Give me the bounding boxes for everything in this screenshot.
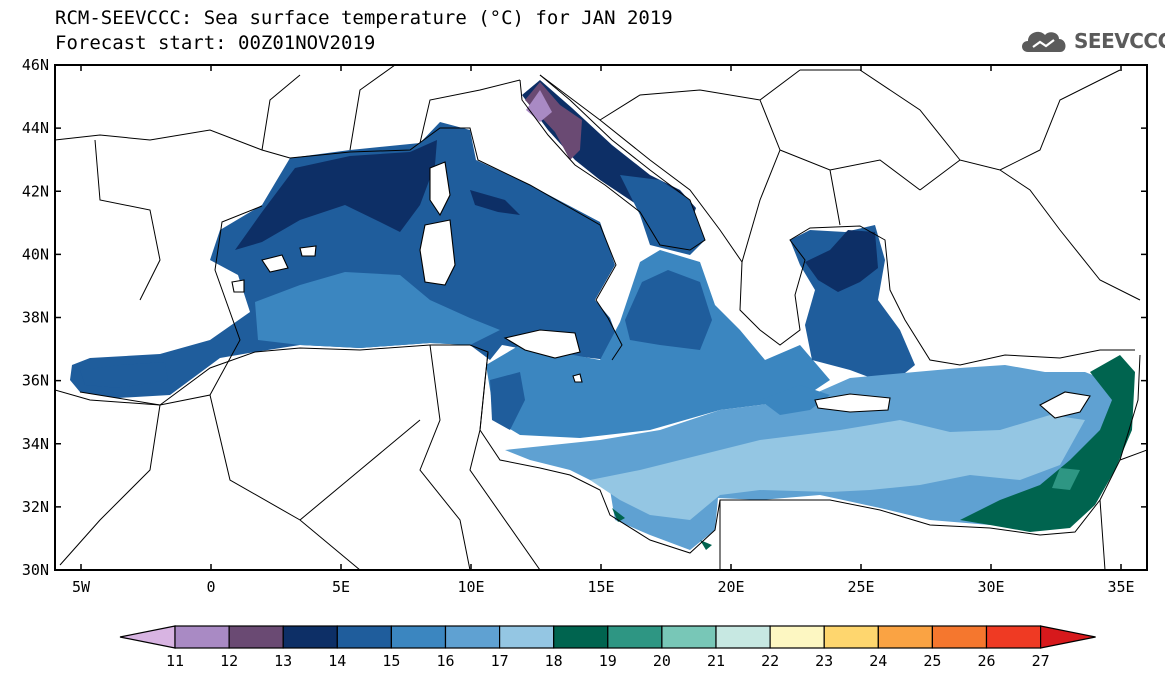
tyrrhenian-14 bbox=[470, 190, 520, 215]
colorbar-swatch bbox=[228, 625, 284, 649]
corsica-island bbox=[429, 161, 451, 217]
lon-tick-label: 15E bbox=[587, 578, 614, 596]
colorbar-label: 22 bbox=[761, 652, 779, 670]
colorbar-max-arrow bbox=[1039, 625, 1096, 649]
lat-tick-label: 36N bbox=[22, 372, 49, 390]
lat-tick-label: 44N bbox=[22, 119, 49, 137]
colorbar-swatch bbox=[985, 625, 1042, 649]
south-adriatic-15 bbox=[620, 175, 705, 255]
lon-tick-label: 10E bbox=[457, 578, 484, 596]
forecast-start-label: Forecast start: 00Z01NOV2019 bbox=[55, 32, 376, 54]
colorbar-swatch bbox=[174, 625, 230, 649]
colorbar-label: 12 bbox=[220, 652, 238, 670]
cyprus-island bbox=[1039, 391, 1091, 419]
chart-title: RCM-SEEVCCC: Sea surface temperature (°C… bbox=[55, 7, 673, 29]
france-italy-coast bbox=[289, 127, 623, 361]
colorbar-swatch bbox=[282, 625, 338, 649]
lon-tick-label: 30E bbox=[977, 578, 1004, 596]
colorbar-swatch bbox=[607, 625, 663, 649]
colorbar-label: 25 bbox=[923, 652, 941, 670]
menorca-island bbox=[299, 245, 317, 257]
italy-adriatic-coast bbox=[519, 74, 706, 251]
sardinia-island bbox=[419, 219, 456, 286]
seevccc-logo: SEEVCCC bbox=[1018, 24, 1165, 58]
latitude-axis: 46N 44N 42N 40N 38N 36N 34N 32N 30N bbox=[22, 56, 1147, 579]
colorbar-label: 18 bbox=[545, 652, 563, 670]
lat-tick-label: 30N bbox=[22, 561, 49, 579]
balearic-15b bbox=[80, 362, 168, 388]
tunisia-15 bbox=[490, 372, 525, 430]
colorbar-swatch bbox=[715, 625, 771, 649]
colorbar-swatch bbox=[444, 625, 501, 649]
mallorca-island bbox=[261, 254, 289, 273]
colorbar-label: 11 bbox=[166, 652, 184, 670]
crete-17-band bbox=[760, 385, 830, 415]
colorbar-swatch bbox=[336, 625, 392, 649]
coastlines bbox=[55, 65, 1147, 570]
lon-tick-label: 25E bbox=[847, 578, 874, 596]
colorbar-min-arrow bbox=[119, 625, 176, 649]
malta-island bbox=[572, 373, 583, 383]
sea-temperature-field bbox=[70, 80, 1135, 550]
sicily-island bbox=[503, 329, 581, 359]
lat-tick-label: 42N bbox=[22, 182, 49, 200]
lat-tick-label: 32N bbox=[22, 498, 49, 516]
colorbar-swatch bbox=[499, 625, 555, 649]
colorbar-label: 20 bbox=[653, 652, 671, 670]
colorbar-swatch bbox=[931, 625, 988, 649]
colorbar-legend: 11 12 13 14 15 16 17 18 19 20 21 22 23 24 25 26 27 bbox=[119, 625, 1096, 670]
colorbar-label: 13 bbox=[274, 652, 292, 670]
colorbar-swatch bbox=[553, 625, 609, 649]
levantine-18 bbox=[590, 415, 1085, 520]
colorbar-label: 21 bbox=[707, 652, 725, 670]
colorbar-label: 19 bbox=[599, 652, 617, 670]
longitude-axis: 5W 0 5E 10E 15E 20E 25E 30E 35E bbox=[72, 65, 1135, 596]
colorbar-label: 26 bbox=[977, 652, 995, 670]
colorbar-label: 15 bbox=[382, 652, 400, 670]
colorbar-swatch bbox=[823, 625, 879, 649]
gulf-of-lion-14 bbox=[235, 140, 437, 250]
country-borders bbox=[59, 65, 1147, 570]
cloud-logo-icon bbox=[1022, 31, 1066, 52]
lat-tick-label: 34N bbox=[22, 435, 49, 453]
colorbar-label: 24 bbox=[869, 652, 887, 670]
colorbar-label: 17 bbox=[491, 652, 509, 670]
balkan-coast bbox=[539, 74, 1135, 366]
lon-tick-label: 5E bbox=[332, 578, 350, 596]
lon-tick-label: 5W bbox=[72, 578, 91, 596]
algerian-16 bbox=[255, 272, 500, 348]
north-aegean-14 bbox=[805, 230, 878, 292]
iberia-coast bbox=[55, 129, 291, 406]
lat-tick-label: 46N bbox=[22, 56, 49, 74]
logo-text: SEEVCCC bbox=[1074, 29, 1165, 53]
colorbar-swatch bbox=[769, 625, 825, 649]
colorbar-label: 27 bbox=[1032, 652, 1050, 670]
crete-island bbox=[814, 393, 891, 413]
ibiza-island bbox=[231, 279, 245, 293]
land-masses bbox=[231, 161, 1091, 419]
lat-tick-label: 38N bbox=[22, 309, 49, 327]
lon-tick-label: 0 bbox=[206, 578, 215, 596]
levantine-coast-19 bbox=[960, 355, 1135, 532]
colorbar-swatch bbox=[390, 625, 447, 649]
colorbar-label: 14 bbox=[328, 652, 346, 670]
lon-tick-label: 20E bbox=[717, 578, 744, 596]
lon-tick-label: 35E bbox=[1107, 578, 1134, 596]
lat-tick-label: 40N bbox=[22, 245, 49, 263]
north-africa-coast bbox=[79, 344, 1141, 554]
colorbar-swatch bbox=[877, 625, 933, 649]
ionian-15 bbox=[625, 270, 712, 350]
colorbar-label: 16 bbox=[436, 652, 454, 670]
south-coast-20 bbox=[1052, 468, 1080, 490]
colorbar-label: 23 bbox=[815, 652, 833, 670]
colorbar-swatch bbox=[661, 625, 717, 649]
